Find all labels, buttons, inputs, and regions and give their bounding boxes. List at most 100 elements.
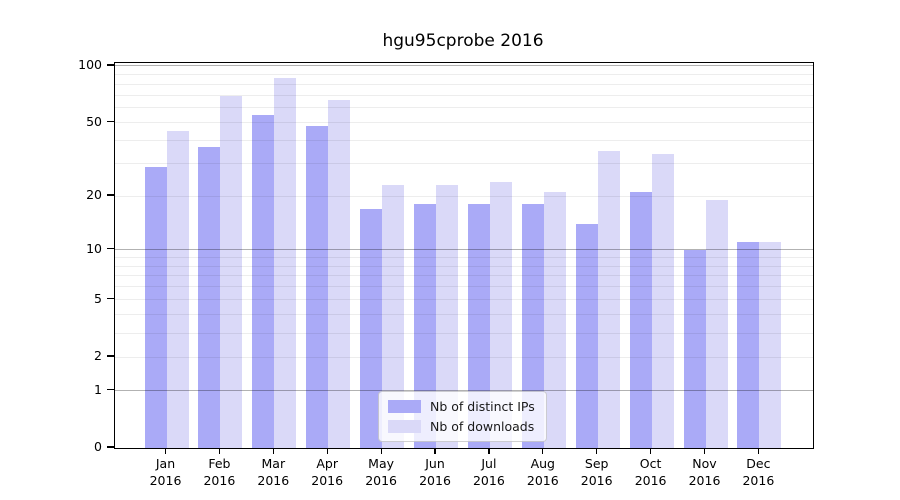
- x-axis-tick-label: Aug 2016: [508, 455, 578, 489]
- x-axis-tick: [164, 448, 167, 454]
- legend-label-distinct-ips: Nb of distinct IPs: [430, 399, 535, 414]
- bar-downloads: [759, 242, 782, 448]
- x-axis-tick-year: 2016: [526, 473, 559, 488]
- y-axis-tick-label: 10: [86, 240, 102, 256]
- legend-label-downloads: Nb of downloads: [430, 419, 535, 434]
- bar-downloads: [489, 181, 512, 448]
- gridline-minor: [115, 256, 813, 258]
- bar-distinct-ips: [252, 114, 275, 448]
- bar-distinct-ips: [521, 204, 544, 448]
- y-axis-tick: [107, 64, 114, 66]
- bar-downloads: [651, 153, 674, 448]
- x-axis-tick: [488, 448, 490, 454]
- bar-distinct-ips: [467, 204, 490, 448]
- x-axis-tick: [380, 448, 382, 454]
- gridline-minor: [115, 163, 813, 165]
- bar-downloads: [436, 184, 458, 448]
- x-axis-tick-year: 2016: [203, 473, 236, 488]
- x-axis-tick-month: Aug: [530, 456, 555, 471]
- chart-title: hgu95cprobe 2016: [382, 31, 544, 51]
- x-axis-tick: [542, 448, 544, 454]
- y-axis-tick-label: 2: [94, 348, 102, 364]
- y-axis-tick-label: 0: [94, 439, 102, 454]
- y-axis-tick-label: 100: [78, 56, 102, 72]
- x-axis-tick-month: Nov: [692, 456, 717, 471]
- x-axis-tick-label: Jul 2016: [454, 455, 524, 489]
- x-axis-tick-month: May: [368, 456, 395, 471]
- legend-swatch-downloads: [388, 420, 421, 433]
- gridline-major: [115, 65, 813, 67]
- x-axis-tick-year: 2016: [742, 473, 775, 488]
- x-axis-tick-month: Feb: [208, 456, 231, 471]
- x-axis-tick-label: Sep 2016: [562, 455, 632, 489]
- bar-downloads: [166, 131, 189, 448]
- x-axis-tick-year: 2016: [257, 473, 290, 488]
- legend-swatch-distinct-ips: [388, 400, 421, 413]
- gridline-minor: [115, 122, 813, 124]
- bar-distinct-ips: [575, 223, 598, 448]
- legend-item-downloads: Nb of downloads: [388, 419, 535, 434]
- y-axis-tick: [107, 247, 114, 250]
- x-axis-tick-month: Sep: [584, 456, 609, 471]
- x-axis-tick: [218, 448, 221, 454]
- gridline-minor: [115, 140, 813, 142]
- gridline-minor: [115, 94, 813, 96]
- plot-area: Nb of distinct IPs Nb of downloads: [114, 62, 814, 449]
- x-axis-tick: [326, 448, 328, 454]
- bar-distinct-ips: [198, 146, 221, 448]
- x-axis-tick-month: Dec: [746, 456, 771, 471]
- y-axis-tick-label: 50: [86, 113, 102, 129]
- gridline-minor: [115, 332, 813, 334]
- x-axis-tick-label: Apr 2016: [292, 455, 362, 489]
- x-axis-tick-year: 2016: [688, 473, 721, 488]
- x-axis-tick-year: 2016: [365, 473, 397, 488]
- bar-distinct-ips: [414, 204, 436, 448]
- x-axis-tick-year: 2016: [419, 473, 451, 488]
- bar-downloads: [382, 184, 405, 448]
- y-axis-tick: [107, 120, 114, 123]
- y-axis-tick: [107, 446, 114, 448]
- bar-distinct-ips: [360, 208, 383, 448]
- x-axis-tick-month: Oct: [639, 456, 662, 471]
- x-axis-tick: [757, 448, 760, 454]
- gridline-minor: [115, 265, 813, 267]
- gridline-major: [115, 390, 813, 392]
- x-axis-tick-label: Jan 2016: [131, 455, 201, 489]
- legend-item-distinct-ips: Nb of distinct IPs: [388, 399, 535, 414]
- y-axis-tick-label: 1: [94, 381, 102, 397]
- bar-downloads: [597, 151, 620, 448]
- x-axis-tick: [650, 448, 652, 454]
- bar-distinct-ips: [306, 125, 329, 448]
- y-axis-tick: [107, 194, 114, 196]
- y-axis-tick: [107, 389, 114, 391]
- x-axis-tick-label: Mar 2016: [238, 455, 308, 489]
- y-axis-tick: [107, 355, 114, 357]
- bar-downloads: [274, 78, 297, 448]
- gridline-minor: [115, 286, 813, 288]
- gridline-minor: [115, 275, 813, 277]
- y-axis-tick: [107, 298, 114, 300]
- y-axis-tick-label: 5: [94, 290, 102, 306]
- bar-distinct-ips: [737, 242, 760, 448]
- gridline-major: [115, 249, 813, 251]
- x-axis-tick-label: Jun 2016: [400, 455, 470, 489]
- bar-distinct-ips: [629, 192, 652, 448]
- gridline-minor: [115, 74, 813, 76]
- gridline-minor: [115, 107, 813, 109]
- x-axis-tick-label: Nov 2016: [670, 455, 740, 489]
- x-axis-tick-year: 2016: [149, 473, 182, 488]
- bar-distinct-ips: [683, 249, 706, 448]
- gridline-minor: [115, 299, 813, 301]
- x-axis-tick-month: Apr: [316, 456, 338, 471]
- bar-distinct-ips: [144, 166, 167, 448]
- x-axis-tick: [703, 448, 706, 454]
- gridline-minor: [115, 314, 813, 316]
- bar-downloads: [705, 200, 728, 448]
- x-axis-tick-label: May 2016: [346, 455, 416, 489]
- gridline-minor: [115, 356, 813, 358]
- x-axis-tick-month: Jul: [481, 456, 497, 471]
- x-axis-tick-year: 2016: [634, 473, 667, 488]
- x-axis-tick: [596, 448, 598, 454]
- y-axis-tick-label: 20: [86, 186, 102, 202]
